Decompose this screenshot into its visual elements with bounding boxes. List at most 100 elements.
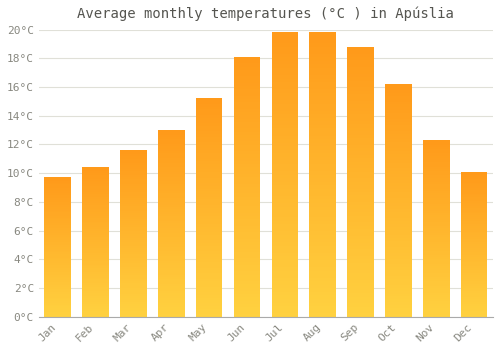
- Bar: [196, 312, 222, 314]
- Bar: [385, 218, 411, 221]
- Bar: [461, 252, 487, 253]
- Bar: [196, 107, 222, 110]
- Bar: [310, 267, 336, 271]
- Bar: [234, 291, 260, 294]
- Bar: [423, 209, 450, 211]
- Bar: [196, 199, 222, 202]
- Bar: [82, 178, 109, 181]
- Bar: [234, 278, 260, 281]
- Bar: [423, 303, 450, 306]
- Bar: [310, 86, 336, 89]
- Bar: [196, 303, 222, 306]
- Bar: [44, 284, 71, 286]
- Bar: [234, 226, 260, 229]
- Bar: [348, 91, 374, 94]
- Bar: [348, 232, 374, 236]
- Bar: [158, 254, 184, 256]
- Bar: [461, 246, 487, 248]
- Bar: [234, 177, 260, 180]
- Bar: [310, 82, 336, 86]
- Bar: [196, 213, 222, 216]
- Bar: [196, 298, 222, 300]
- Bar: [348, 202, 374, 205]
- Bar: [44, 268, 71, 270]
- Bar: [310, 221, 336, 224]
- Bar: [385, 148, 411, 151]
- Bar: [385, 206, 411, 209]
- Bar: [461, 217, 487, 219]
- Bar: [461, 306, 487, 308]
- Bar: [348, 172, 374, 175]
- Bar: [234, 187, 260, 190]
- Bar: [196, 240, 222, 243]
- Bar: [120, 257, 146, 259]
- Bar: [234, 310, 260, 314]
- Bar: [461, 286, 487, 288]
- Bar: [348, 101, 374, 104]
- Bar: [120, 217, 146, 219]
- Bar: [461, 279, 487, 281]
- Bar: [120, 262, 146, 265]
- Bar: [272, 292, 298, 295]
- Bar: [272, 231, 298, 235]
- Bar: [310, 271, 336, 274]
- Bar: [82, 223, 109, 225]
- Bar: [385, 224, 411, 227]
- Bar: [44, 280, 71, 282]
- Bar: [82, 234, 109, 237]
- Bar: [44, 286, 71, 287]
- Bar: [272, 193, 298, 196]
- Bar: [158, 284, 184, 286]
- Bar: [158, 303, 184, 305]
- Bar: [234, 167, 260, 170]
- Bar: [348, 121, 374, 124]
- Bar: [272, 206, 298, 210]
- Bar: [461, 304, 487, 306]
- Bar: [385, 195, 411, 197]
- Bar: [196, 230, 222, 232]
- Bar: [196, 295, 222, 298]
- Bar: [44, 287, 71, 289]
- Bar: [310, 285, 336, 288]
- Bar: [272, 82, 298, 86]
- Bar: [44, 230, 71, 231]
- Bar: [82, 315, 109, 317]
- Bar: [385, 244, 411, 247]
- Bar: [423, 284, 450, 286]
- Bar: [158, 188, 184, 191]
- Bar: [44, 266, 71, 268]
- Bar: [310, 239, 336, 242]
- Bar: [385, 314, 411, 317]
- Bar: [120, 313, 146, 315]
- Bar: [310, 47, 336, 50]
- Bar: [44, 306, 71, 308]
- Bar: [461, 172, 487, 174]
- Bar: [385, 113, 411, 116]
- Bar: [196, 273, 222, 276]
- Bar: [423, 242, 450, 244]
- Bar: [158, 300, 184, 303]
- Bar: [272, 160, 298, 164]
- Bar: [234, 219, 260, 223]
- Bar: [385, 122, 411, 125]
- Bar: [158, 237, 184, 240]
- Bar: [234, 106, 260, 109]
- Bar: [423, 295, 450, 297]
- Bar: [196, 254, 222, 257]
- Bar: [158, 184, 184, 186]
- Bar: [348, 47, 374, 50]
- Bar: [196, 128, 222, 131]
- Bar: [310, 114, 336, 118]
- Bar: [158, 258, 184, 261]
- Bar: [423, 211, 450, 213]
- Bar: [310, 264, 336, 267]
- Bar: [120, 213, 146, 215]
- Bar: [82, 244, 109, 246]
- Bar: [272, 40, 298, 43]
- Bar: [158, 205, 184, 207]
- Bar: [423, 310, 450, 313]
- Bar: [310, 224, 336, 228]
- Bar: [196, 309, 222, 312]
- Bar: [44, 308, 71, 310]
- Bar: [385, 282, 411, 285]
